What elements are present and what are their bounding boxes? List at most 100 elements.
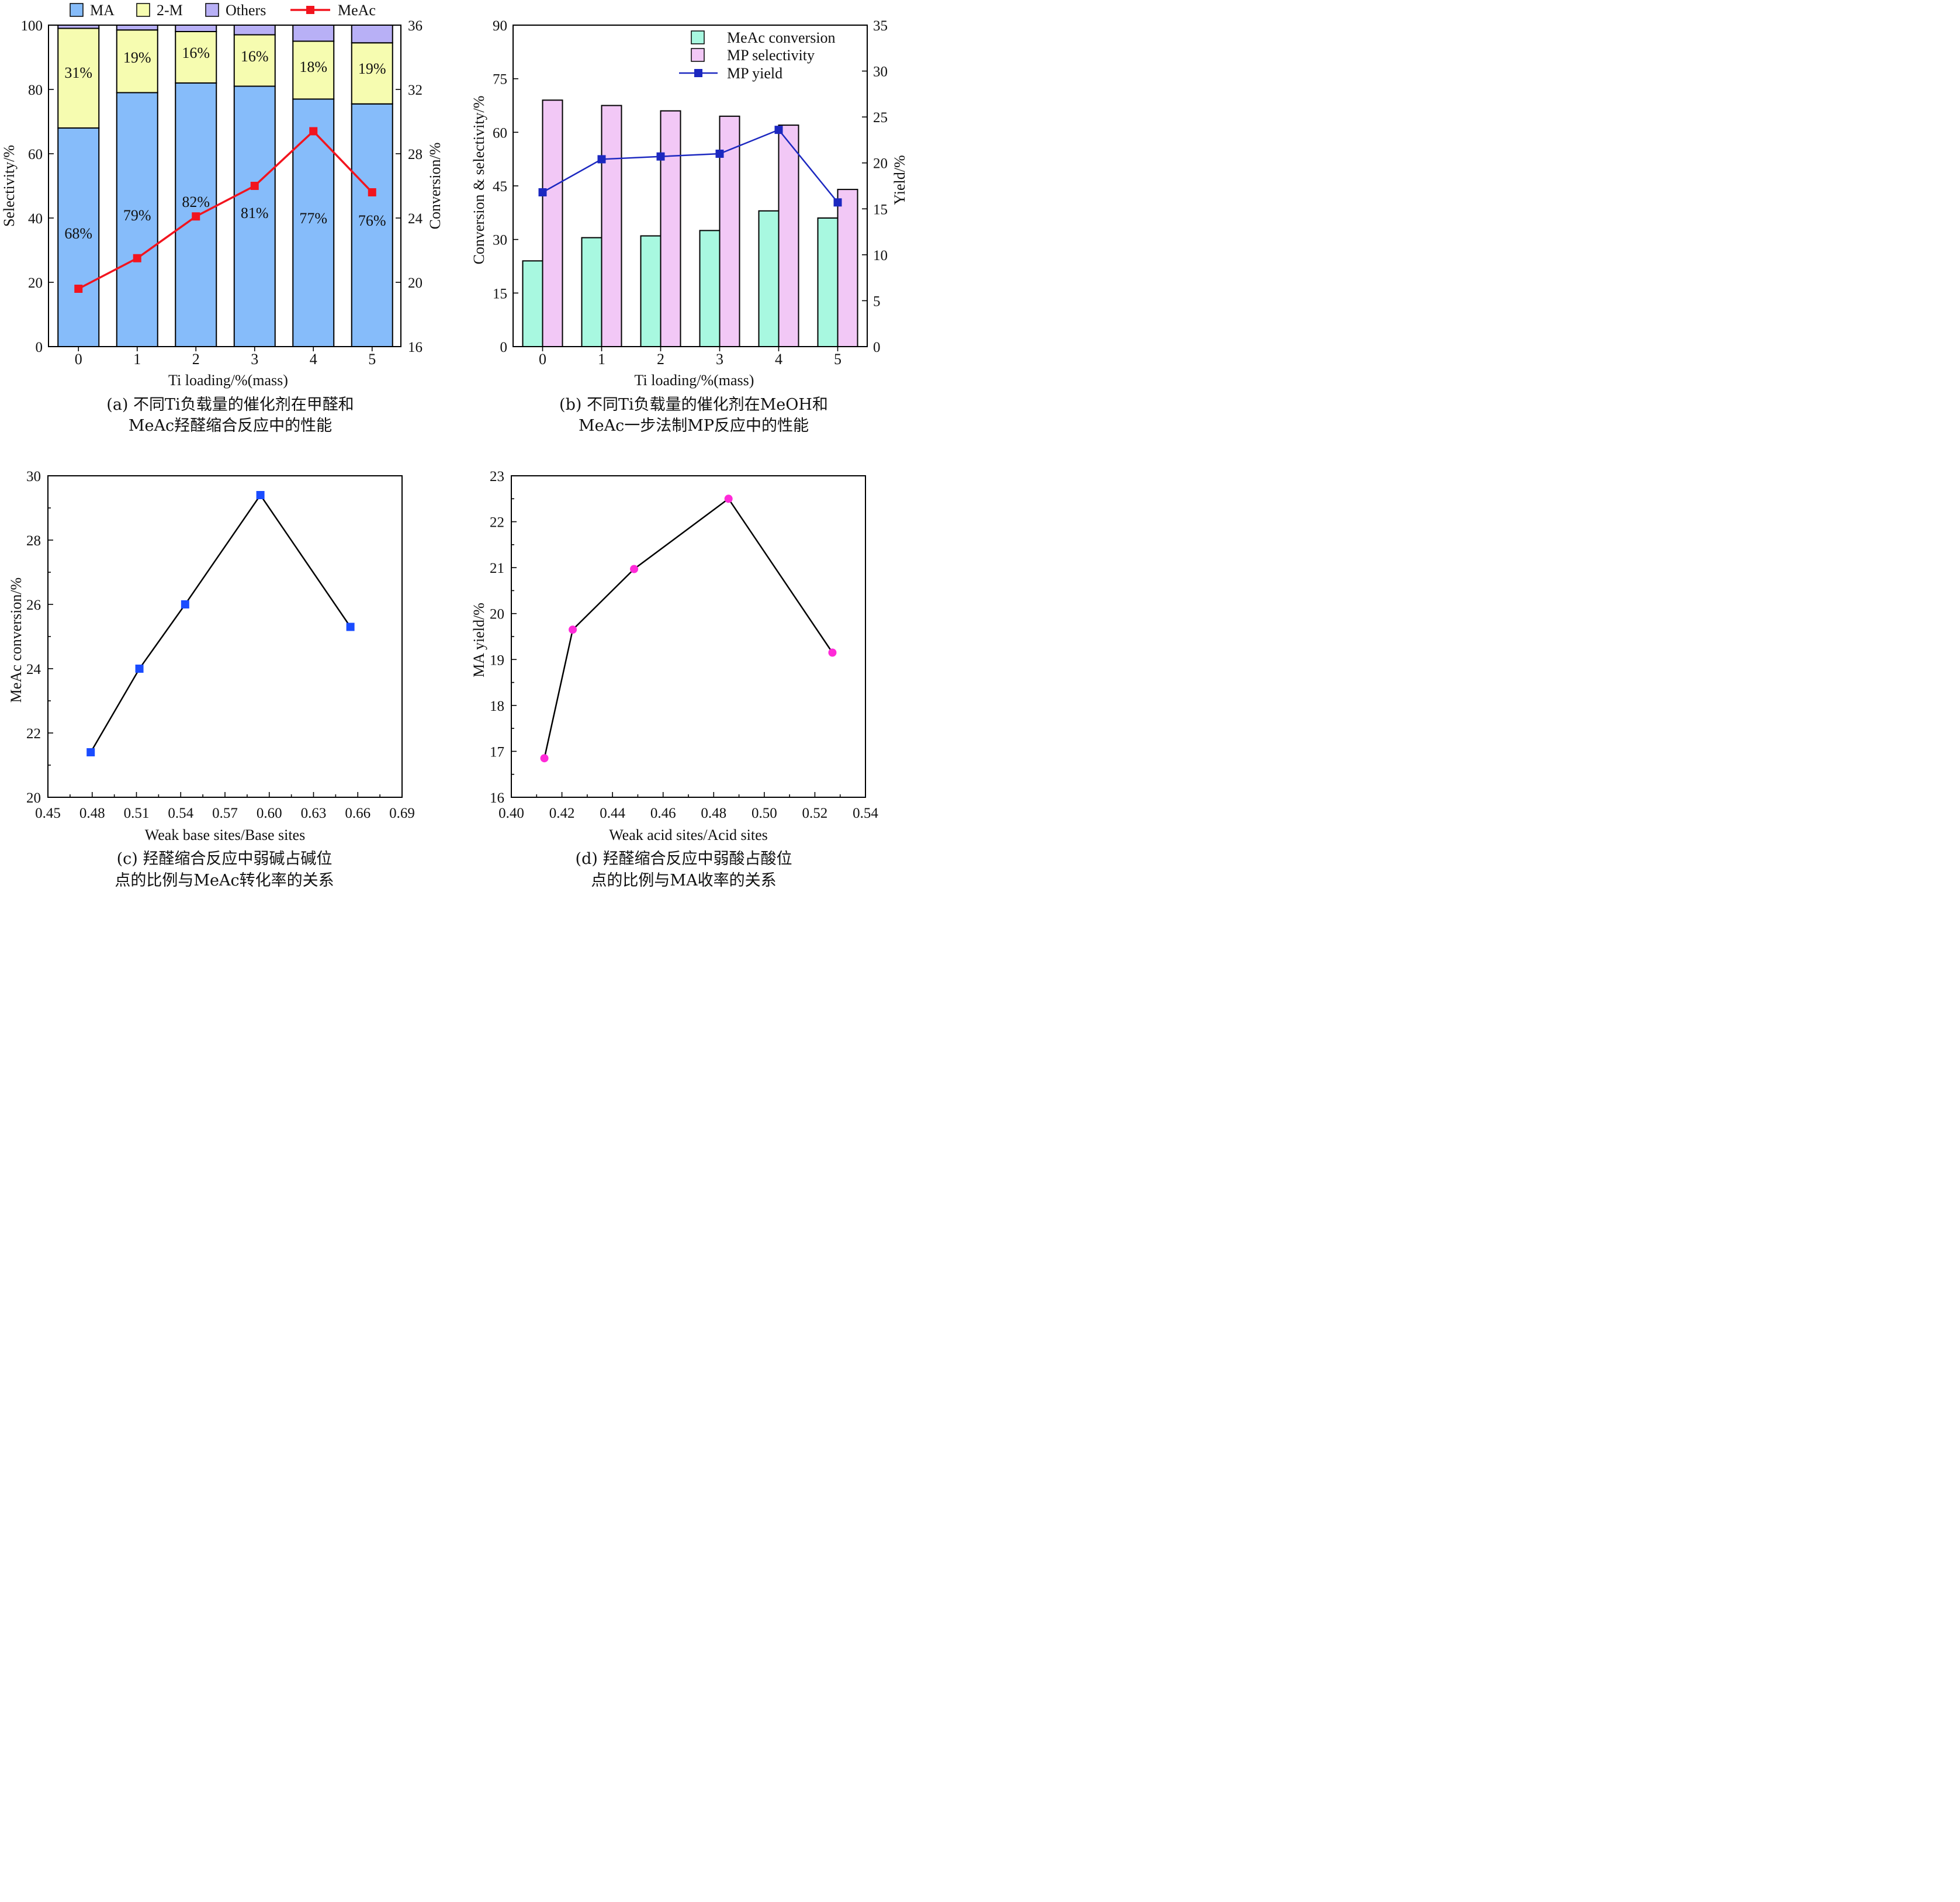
- x-tick-label: 0: [539, 351, 546, 368]
- y2-tick-label: 5: [873, 293, 881, 309]
- x-tick-label: 4: [310, 351, 317, 368]
- y2-tick-label: 16: [408, 340, 423, 355]
- x-tick-label: 0.63: [301, 805, 327, 821]
- m2-label: 19%: [123, 49, 151, 66]
- mp-yield-marker: [833, 198, 842, 207]
- y-tick-label: 17: [490, 744, 504, 760]
- y2-tick-label: 20: [873, 156, 888, 172]
- y-tick-label: 24: [26, 662, 41, 677]
- x-axis-label: Weak base sites/Base sites: [145, 826, 305, 843]
- plot-frame: [47, 475, 403, 798]
- y-axis-label: Conversion & selectivity/%: [470, 96, 487, 265]
- x-axis-label: Ti loading/%(mass): [635, 372, 754, 389]
- m2-label: 18%: [299, 58, 327, 75]
- legend-swatch: [691, 48, 705, 62]
- y-tick-label: 15: [493, 286, 507, 302]
- data-line: [90, 493, 351, 753]
- ma-label: 77%: [299, 210, 327, 227]
- meac-line: [78, 130, 373, 290]
- y2-axis-label: Conversion/%: [427, 143, 444, 230]
- y-tick-label: 60: [493, 125, 507, 141]
- y-axis-label: MeAc conversion/%: [8, 577, 25, 703]
- caption-line: 点的比例与MeAc转化率的关系: [115, 872, 334, 890]
- y-tick-label: 75: [493, 72, 507, 88]
- meac-marker: [309, 127, 318, 136]
- ma-label: 76%: [358, 212, 386, 229]
- mp-selectivity-bar: [542, 99, 563, 347]
- y2-tick-label: 10: [873, 248, 888, 264]
- caption-line: (b) 不同Ti负载量的催化剂在MeOH和: [559, 396, 828, 414]
- m2-bar: [351, 42, 393, 105]
- caption-line: (d) 羟醛缩合反应中弱酸占酸位: [576, 850, 792, 868]
- others-bar: [116, 25, 158, 31]
- legend-marker: [694, 69, 702, 77]
- caption-line: (a) 不同Ti负载量的催化剂在甲醛和: [106, 396, 354, 414]
- m2-label: 19%: [358, 60, 386, 77]
- m2-bar: [116, 29, 158, 94]
- mp-yield-marker: [715, 150, 724, 158]
- x-tick-label: 0.48: [79, 805, 105, 821]
- legend-label: MeAc conversion: [727, 29, 836, 46]
- caption-line: MeAc一步法制MP反应中的性能: [579, 417, 809, 435]
- m2-bar: [175, 31, 217, 84]
- mp-yield-marker: [538, 188, 547, 196]
- data-point: [724, 494, 733, 503]
- x-tick-label: 3: [716, 351, 723, 368]
- x-tick-label: 0.45: [35, 805, 61, 821]
- meac-conversion-bar: [817, 217, 839, 347]
- plot-frame: [48, 25, 401, 347]
- ma-bar: [233, 85, 276, 347]
- m2-bar: [233, 34, 276, 87]
- others-bar: [175, 25, 217, 32]
- y-tick-label: 60: [28, 147, 43, 162]
- y-tick-label: 21: [490, 561, 504, 576]
- data-point: [256, 491, 265, 499]
- legend-swatch: [205, 3, 219, 17]
- x-tick-label: 5: [834, 351, 842, 368]
- legend-label: 2-M: [157, 2, 183, 19]
- x-tick-label: 0.60: [257, 805, 282, 821]
- meac-conversion-bar: [581, 237, 602, 347]
- m2-label: 16%: [241, 48, 269, 65]
- panel-c: [47, 475, 403, 798]
- x-tick-label: 0.54: [168, 805, 193, 821]
- y-tick-label: 22: [490, 515, 504, 531]
- figure: 68%31%79%19%82%16%81%16%77%18%76%19%0204…: [1, 2, 908, 890]
- meac-marker: [133, 254, 141, 262]
- meac-marker: [368, 188, 376, 196]
- m2-label: 31%: [64, 64, 92, 81]
- m2-bar: [57, 27, 100, 129]
- legend-swatch: [70, 3, 84, 17]
- data-point: [569, 625, 577, 634]
- legend-label: MA: [90, 2, 115, 19]
- legend-marker: [306, 6, 314, 14]
- x-tick-label: 0.50: [752, 805, 777, 821]
- y-tick-label: 18: [490, 698, 504, 714]
- x-tick-label: 1: [598, 351, 605, 368]
- meac-marker: [74, 285, 83, 293]
- mp-yield-marker: [774, 126, 783, 134]
- data-point: [828, 648, 837, 657]
- y2-tick-label: 32: [408, 82, 423, 98]
- y-tick-label: 22: [26, 726, 41, 742]
- x-tick-label: 1: [133, 351, 141, 368]
- y2-tick-label: 35: [873, 18, 888, 34]
- x-axis-label: Weak acid sites/Acid sites: [609, 826, 768, 843]
- y2-tick-label: 28: [408, 147, 423, 162]
- y2-tick-label: 30: [873, 64, 888, 80]
- x-tick-label: 0.57: [212, 805, 238, 821]
- y2-tick-label: 20: [408, 275, 423, 291]
- x-tick-label: 0.52: [802, 805, 828, 821]
- ma-bar: [116, 92, 158, 347]
- m2-label: 16%: [182, 44, 210, 61]
- meac-conversion-bar: [640, 235, 662, 347]
- others-bar: [351, 25, 393, 44]
- data-point: [181, 600, 189, 608]
- x-tick-label: 0.40: [498, 805, 524, 821]
- legend-label: MP selectivity: [727, 47, 815, 64]
- x-axis-label: Ti loading/%(mass): [168, 372, 288, 389]
- x-tick-label: 0.66: [345, 805, 370, 821]
- x-tick-label: 0.48: [701, 805, 726, 821]
- x-tick-label: 0.69: [389, 805, 415, 821]
- panel-b: [512, 25, 868, 351]
